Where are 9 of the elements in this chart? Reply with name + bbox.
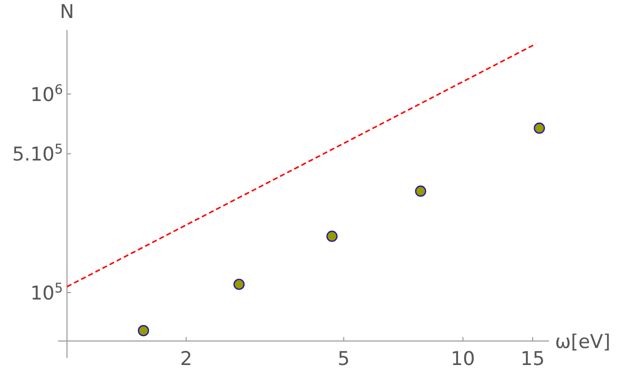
y-axis-title: N bbox=[60, 1, 74, 23]
y-tick-label: 5.10$^{5}$ bbox=[12, 142, 63, 166]
x-tick-label: 15 bbox=[520, 348, 545, 368]
x-axis-title: ω[eV] bbox=[555, 331, 610, 353]
x-tick-label: 10 bbox=[450, 348, 475, 368]
y-tick-label: 10$^{6}$ bbox=[30, 82, 63, 106]
x-tick-label: 2 bbox=[180, 348, 192, 368]
x-tick-label: 5 bbox=[338, 348, 350, 368]
y-tick-label: 10$^{5}$ bbox=[30, 281, 63, 305]
